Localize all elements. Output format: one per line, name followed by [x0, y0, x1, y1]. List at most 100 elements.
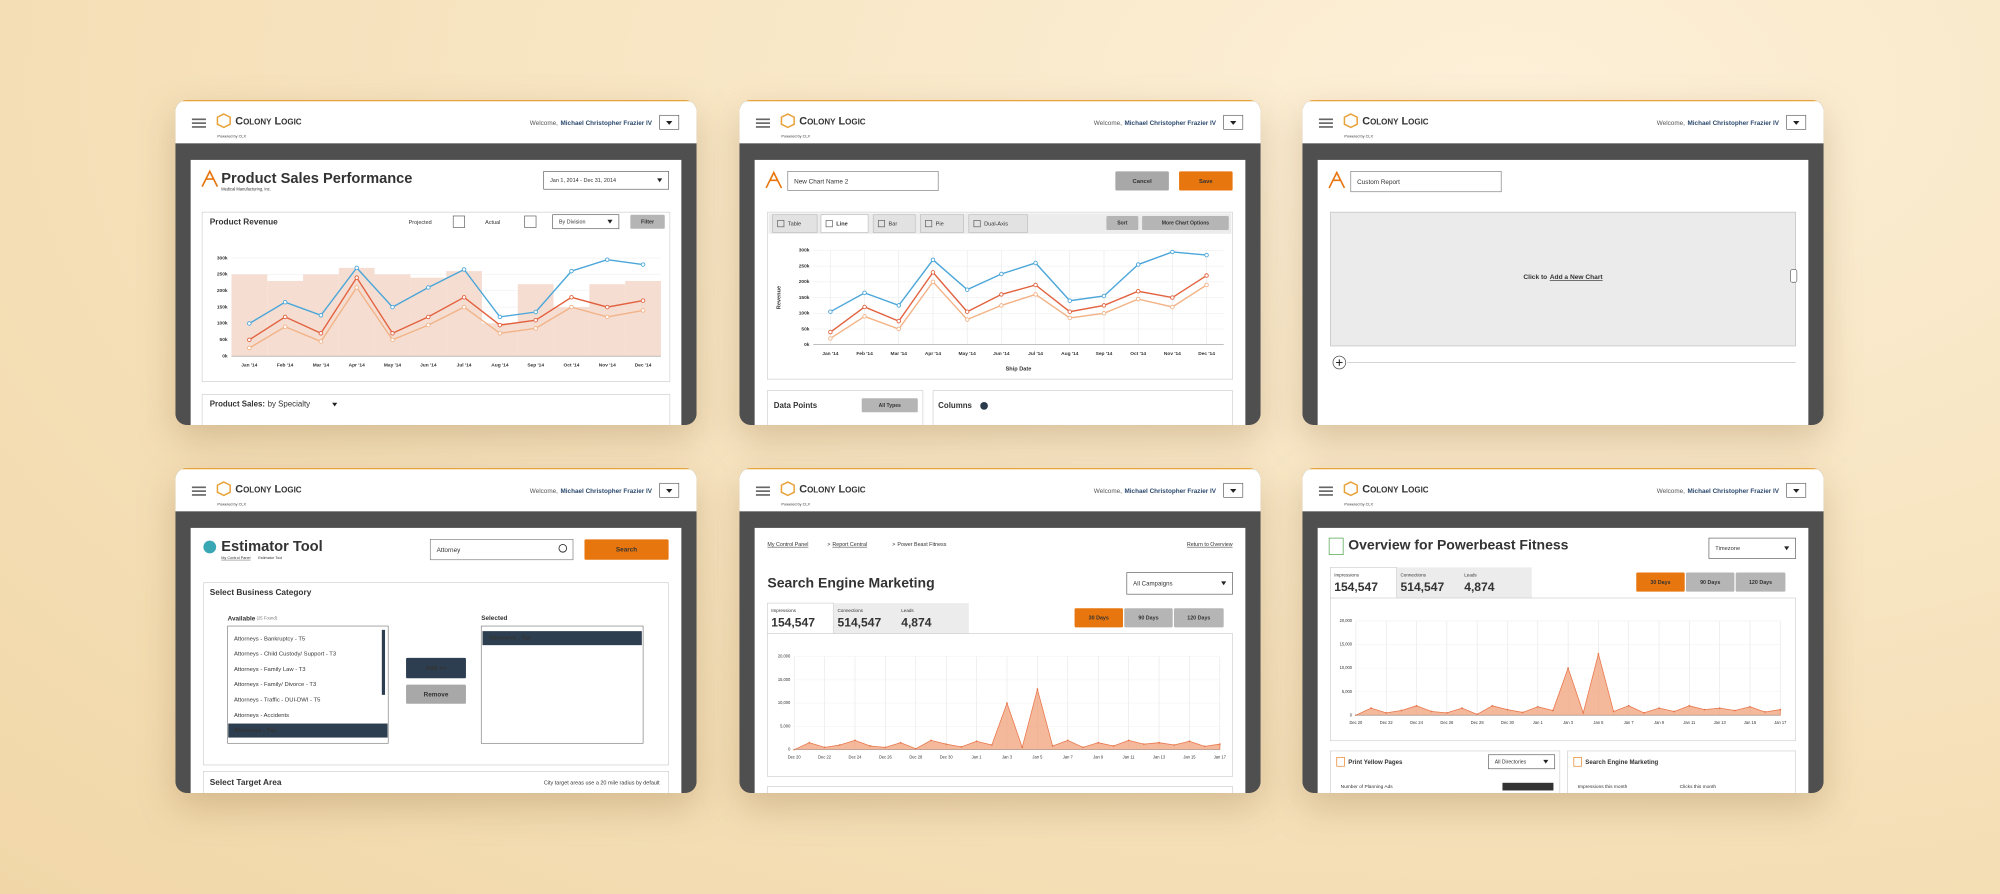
name-input-text: New Chart Name 2 — [794, 178, 849, 185]
menu-icon-line[interactable] — [1318, 122, 1333, 124]
more-options[interactable] — [1142, 215, 1229, 230]
menu-icon-line[interactable] — [1318, 486, 1333, 489]
menu-icon-line[interactable] — [191, 486, 206, 489]
report-icon — [765, 170, 783, 189]
add-chart-link[interactable]: Add a New Chart — [1550, 274, 1604, 281]
menu-icon-line[interactable] — [755, 126, 770, 128]
area-point — [1627, 704, 1630, 707]
breadcrumb[interactable]: Report Central — [832, 542, 867, 548]
cancel-button[interactable] — [1115, 171, 1169, 191]
menu-icon-line[interactable] — [191, 490, 206, 492]
x-tick-label: Mar '14 — [313, 362, 330, 368]
list-item[interactable]: Attorneys - Tax — [234, 728, 277, 734]
resize-handle[interactable] — [1790, 269, 1798, 283]
menu-icon-line[interactable] — [755, 490, 770, 492]
area-point — [1688, 704, 1691, 707]
series-point — [1101, 311, 1107, 316]
range-button[interactable] — [1685, 572, 1735, 592]
menu-icon-line[interactable] — [191, 118, 206, 121]
chart-tab[interactable] — [920, 214, 964, 233]
all-types-label: All Types — [879, 403, 901, 409]
brand-name: Colony Logic — [1362, 484, 1429, 496]
window-content: Colony Logic Powered by CLX Welcome, Michae… — [1302, 468, 1824, 793]
x-tick-label: Jan 13 — [1714, 720, 1727, 725]
name-input[interactable] — [787, 171, 939, 191]
sort-button[interactable] — [1106, 215, 1139, 230]
area-point — [914, 747, 917, 750]
menu-icon-line[interactable] — [755, 118, 770, 121]
legend-checkbox[interactable] — [452, 215, 465, 228]
tab-icon — [973, 220, 981, 228]
selected-item[interactable]: Attorneys - Tax — [489, 636, 532, 642]
series-point — [426, 314, 431, 320]
sort-button-label: Sort — [1117, 221, 1127, 227]
range-button[interactable] — [1074, 608, 1123, 628]
timezone-select[interactable] — [1708, 537, 1796, 559]
range-button-label: 30 Days — [1650, 580, 1670, 586]
list-item[interactable]: Attorneys - Family Law - T3 — [234, 667, 306, 673]
campaign-select[interactable] — [1126, 572, 1233, 595]
series-line — [830, 280, 1207, 340]
range-button-label: 30 Days — [1089, 616, 1109, 622]
save-button[interactable] — [1179, 171, 1233, 191]
chart-tab[interactable] — [968, 214, 1028, 233]
list-item[interactable]: Attorneys - Accidents — [234, 713, 289, 719]
list-item[interactable]: Attorneys - Bankruptcy - T5 — [234, 636, 306, 642]
menu-icon-line[interactable] — [755, 494, 770, 496]
menu-icon-line[interactable] — [191, 122, 206, 124]
range-button[interactable] — [1735, 572, 1786, 592]
area-point — [1445, 712, 1448, 714]
menu-icon-line[interactable] — [1318, 126, 1333, 128]
remove-button[interactable] — [406, 684, 466, 704]
menu-icon-line[interactable] — [191, 494, 206, 496]
menu-icon-line[interactable] — [755, 486, 770, 489]
menu-icon-line[interactable] — [1318, 494, 1333, 496]
header-accent — [1302, 468, 1824, 470]
x-tick-label: Feb '14 — [856, 351, 873, 357]
range-button[interactable] — [1173, 608, 1224, 628]
app-window: Colony Logic Powered by CLX Welcome, Michae… — [175, 468, 697, 793]
area-point — [854, 739, 856, 742]
area-point — [1779, 708, 1782, 711]
search-button[interactable] — [584, 539, 669, 560]
x-tick-label: Jan 15 — [1744, 720, 1757, 725]
menu-icon-line[interactable] — [755, 122, 770, 124]
menu-icon-line[interactable] — [191, 126, 206, 128]
add-button[interactable] — [406, 657, 466, 679]
welcome-text: Welcome, Michael Christopher Frazier IV — [530, 488, 653, 495]
legend-checkbox[interactable] — [524, 215, 537, 228]
breadcrumb[interactable]: My Control Panel — [767, 542, 808, 548]
menu-icon-line[interactable] — [1318, 118, 1333, 121]
chart-tab[interactable] — [872, 214, 916, 233]
date-range[interactable] — [543, 171, 669, 190]
filter-button[interactable] — [630, 214, 665, 229]
chart-tab[interactable] — [820, 214, 869, 233]
series-point — [569, 304, 574, 310]
section-filter[interactable]: by Specialty — [268, 400, 311, 409]
list-item[interactable]: Attorneys - Child Custody/ Support - T3 — [234, 652, 336, 658]
section-label: Product Sales: — [210, 400, 265, 409]
directory-select[interactable] — [1488, 754, 1556, 770]
range-button[interactable] — [1124, 608, 1173, 628]
chart-tab[interactable] — [772, 214, 818, 233]
search-input[interactable] — [429, 539, 574, 561]
app-window: Colony Logic Powered by CLX Welcome, Michae… — [739, 468, 1261, 793]
all-types[interactable] — [861, 398, 918, 413]
name-input[interactable] — [1350, 171, 1502, 193]
range-button[interactable] — [1636, 572, 1685, 592]
breadcrumb[interactable]: My Control Panel — [221, 556, 250, 560]
list-item[interactable]: Attorneys - Traffic - DUI-DWI - T5 — [234, 698, 321, 704]
list-item[interactable]: Attorneys - Family/ Divorce - T3 — [234, 682, 316, 688]
series-point — [1067, 309, 1073, 314]
x-tick-label: Dec 20 — [1349, 720, 1363, 725]
welcome-text: Welcome, Michael Christopher Frazier IV — [1657, 120, 1780, 127]
return-link[interactable]: Return to Overview — [1187, 542, 1233, 548]
legend-projected: Projected — [409, 220, 432, 226]
ad-thumbnail — [1502, 782, 1554, 791]
menu-icon-line[interactable] — [1318, 490, 1333, 492]
area-point — [1006, 702, 1008, 705]
series-point — [318, 339, 324, 344]
group-by[interactable] — [552, 214, 620, 230]
y-tick-label: 15,000 — [1340, 642, 1353, 647]
welcome-text: Welcome, Michael Christopher Frazier IV — [1094, 120, 1217, 127]
